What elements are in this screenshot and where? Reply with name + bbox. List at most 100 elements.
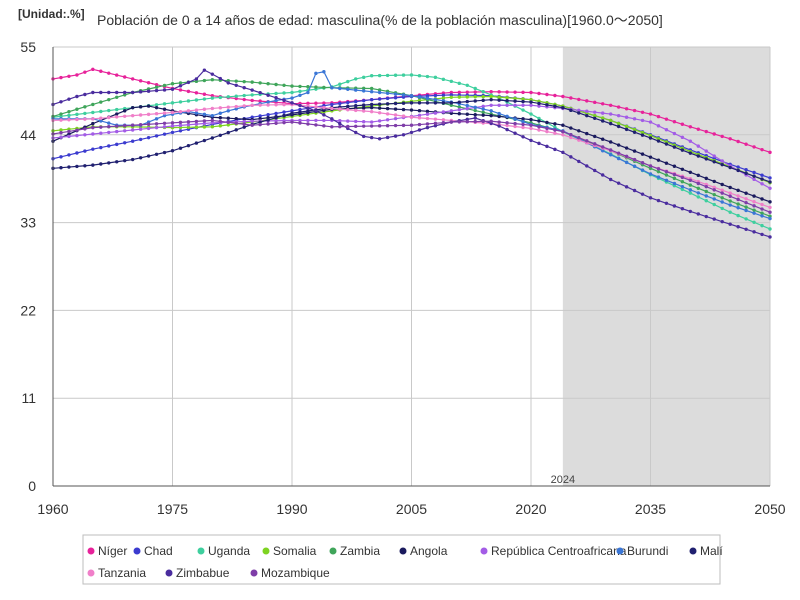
data-point	[632, 164, 637, 168]
data-point	[593, 134, 597, 139]
data-point	[441, 118, 446, 122]
data-point	[138, 123, 143, 127]
data-point	[545, 120, 549, 125]
data-point	[744, 208, 748, 213]
data-point	[377, 119, 382, 123]
data-point	[170, 124, 175, 128]
data-point	[186, 125, 191, 129]
data-point	[601, 102, 605, 106]
data-point	[441, 77, 446, 82]
data-point	[672, 181, 677, 186]
legend-item: Malí	[689, 544, 723, 558]
data-point	[202, 112, 207, 117]
data-point	[354, 104, 358, 108]
data-point	[258, 122, 262, 127]
data-point	[210, 121, 215, 125]
data-point	[186, 80, 191, 85]
data-point	[616, 181, 621, 185]
data-point	[720, 191, 724, 195]
x-tick-label: 2050	[754, 501, 785, 517]
data-point	[680, 180, 685, 184]
data-point	[274, 96, 278, 100]
data-point	[768, 205, 772, 210]
legend-swatch	[165, 569, 173, 577]
data-point	[616, 113, 621, 118]
data-point	[298, 121, 302, 125]
legend-swatch	[262, 547, 270, 555]
data-point	[481, 104, 485, 109]
data-point	[688, 209, 693, 214]
legend-label: Zimbabue	[176, 566, 230, 580]
data-point	[656, 114, 661, 119]
data-point	[752, 177, 756, 182]
data-point	[314, 109, 318, 113]
data-point	[632, 149, 637, 153]
data-point	[218, 124, 222, 128]
data-point	[728, 210, 732, 214]
data-point	[624, 160, 629, 165]
data-point	[473, 95, 477, 99]
data-point	[210, 72, 215, 76]
data-point	[593, 168, 597, 173]
data-point	[178, 109, 183, 114]
data-point	[210, 78, 215, 82]
data-point	[266, 103, 270, 107]
data-point	[115, 124, 119, 128]
data-point	[696, 186, 700, 190]
data-point	[146, 135, 151, 140]
data-point	[186, 89, 191, 94]
data-point	[377, 90, 382, 95]
data-point	[489, 119, 493, 123]
data-point	[123, 129, 127, 133]
data-point	[720, 162, 724, 167]
series-8	[51, 97, 772, 184]
data-point	[704, 129, 708, 134]
data-point	[529, 123, 533, 127]
data-point	[473, 108, 477, 113]
data-point	[505, 123, 509, 128]
data-point	[616, 156, 621, 161]
data-point	[760, 202, 764, 207]
data-point	[130, 105, 135, 110]
data-point	[768, 210, 772, 214]
data-point	[632, 157, 637, 162]
data-point	[123, 93, 127, 97]
legend-swatch	[133, 547, 141, 555]
data-point	[640, 152, 645, 156]
data-point	[234, 94, 238, 98]
data-point	[130, 113, 135, 118]
data-point	[465, 95, 469, 99]
data-point	[768, 150, 772, 155]
data-point	[226, 120, 230, 125]
data-point	[194, 122, 199, 126]
data-point	[696, 191, 700, 195]
data-point	[107, 161, 111, 165]
data-point	[417, 98, 422, 103]
data-point	[752, 220, 756, 224]
data-point	[298, 89, 302, 94]
data-point	[616, 121, 621, 126]
data-point	[425, 122, 430, 126]
data-point	[664, 127, 669, 132]
y-tick-label: 22	[20, 302, 36, 318]
legend-item: Somalia	[262, 544, 317, 558]
data-point	[497, 114, 501, 119]
data-point	[338, 119, 342, 123]
data-point	[545, 92, 549, 97]
data-point	[577, 97, 581, 102]
data-point	[752, 204, 756, 208]
data-point	[362, 86, 366, 91]
data-point	[138, 127, 143, 131]
data-point	[760, 211, 764, 215]
data-point	[226, 81, 230, 85]
data-point	[154, 112, 159, 116]
data-point	[250, 98, 254, 103]
data-point	[521, 120, 525, 124]
legend-box	[82, 534, 721, 585]
data-point	[115, 160, 119, 164]
data-point	[202, 138, 207, 143]
data-point	[226, 123, 230, 127]
y-tick-label: 11	[21, 390, 36, 406]
data-point	[696, 181, 700, 186]
data-point	[91, 102, 95, 107]
